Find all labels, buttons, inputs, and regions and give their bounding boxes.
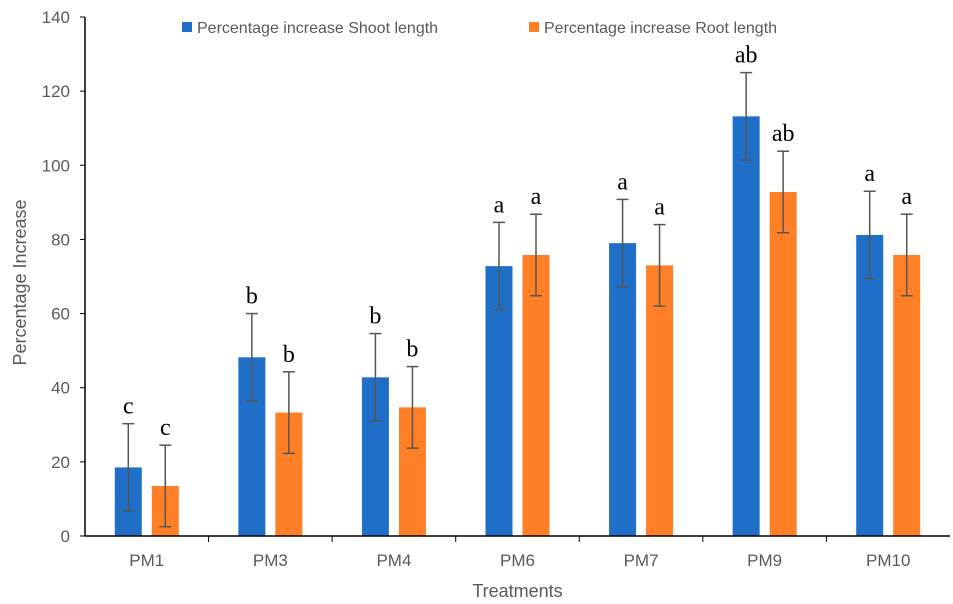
y-axis-title: Percentage Increase bbox=[10, 199, 30, 365]
significance-letter: c bbox=[123, 394, 134, 420]
significance-letter: c bbox=[160, 415, 171, 441]
bar-shoot bbox=[609, 243, 637, 536]
significance-letter: a bbox=[901, 184, 912, 210]
significance-letter: ab bbox=[735, 43, 758, 69]
y-tick-label: 100 bbox=[42, 156, 70, 175]
bar-shoot bbox=[856, 234, 884, 537]
y-tick-label: 20 bbox=[51, 453, 70, 472]
bar-shoot bbox=[485, 266, 513, 536]
y-tick-label: 60 bbox=[51, 305, 70, 324]
legend-label-root: Percentage increase Root length bbox=[544, 20, 777, 37]
x-tick-label: PM9 bbox=[747, 551, 782, 570]
bar-root bbox=[769, 191, 797, 536]
legend-swatch-root bbox=[529, 22, 539, 32]
y-axis-ticks: 0 20 40 60 80 100 120 140 bbox=[42, 8, 85, 546]
significance-letter: b bbox=[369, 304, 381, 330]
y-tick-label: 0 bbox=[61, 527, 70, 546]
y-tick-label: 140 bbox=[42, 8, 70, 27]
significance-letter: b bbox=[246, 284, 258, 310]
x-tick-label: PM10 bbox=[866, 551, 910, 570]
bar-root bbox=[522, 254, 550, 536]
x-axis-ticks: PM1 PM3 PM4 PM6 PM7 PM9 PM10 bbox=[129, 536, 910, 570]
significance-letter: b bbox=[406, 337, 418, 363]
y-tick-label: 40 bbox=[51, 379, 70, 398]
significance-letter: a bbox=[531, 184, 542, 210]
bars-group bbox=[114, 116, 921, 537]
x-axis-title: Treatments bbox=[472, 581, 562, 601]
x-tick-label: PM6 bbox=[500, 551, 535, 570]
y-tick-label: 80 bbox=[51, 230, 70, 249]
significance-letter: a bbox=[494, 192, 505, 218]
error-bars-group bbox=[122, 71, 913, 528]
legend: Percentage increase Shoot length Percent… bbox=[182, 20, 777, 37]
bar-root bbox=[893, 254, 921, 536]
legend-swatch-shoot bbox=[182, 22, 192, 32]
significance-letter: b bbox=[283, 342, 295, 368]
x-tick-label: PM3 bbox=[253, 551, 288, 570]
legend-label-shoot: Percentage increase Shoot length bbox=[197, 20, 438, 37]
significance-letter: a bbox=[654, 195, 665, 221]
x-tick-label: PM1 bbox=[129, 551, 164, 570]
significance-letter: a bbox=[864, 161, 875, 187]
x-tick-label: PM4 bbox=[376, 551, 411, 570]
significance-letter: ab bbox=[772, 121, 795, 147]
y-tick-label: 120 bbox=[42, 82, 70, 101]
bar-shoot bbox=[732, 116, 760, 536]
x-tick-label: PM7 bbox=[624, 551, 659, 570]
significance-letter: a bbox=[617, 169, 628, 195]
bar-root bbox=[646, 265, 674, 536]
